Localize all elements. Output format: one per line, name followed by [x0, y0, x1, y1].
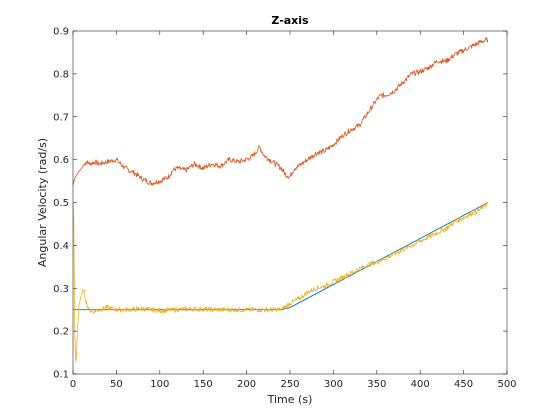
y-axis-ticks: 0.1 0.2 0.3 0.4 0.5 0.6 0.7 0.8 0.9: [53, 27, 507, 381]
x-tick-label: 150: [194, 379, 213, 390]
series-layer: [72, 37, 489, 362]
y-tick-label: 0.5: [53, 198, 69, 209]
series-line-2: [72, 202, 489, 362]
x-axis-ticks: 0 50 100 150 200 250 300 350 400 450 500: [70, 31, 517, 390]
x-tick-label: 50: [110, 379, 123, 390]
y-tick-label: 0.3: [53, 284, 69, 295]
x-tick-label: 350: [367, 379, 386, 390]
y-tick-label: 0.1: [53, 370, 69, 381]
y-tick-label: 0.6: [53, 155, 69, 166]
x-tick-label: 250: [280, 379, 299, 390]
y-tick-label: 0.4: [53, 241, 69, 252]
y-tick-label: 0.7: [53, 112, 69, 123]
chart-title: Z-axis: [271, 14, 309, 27]
y-axis-label: Angular Velocity (rad/s): [36, 138, 49, 267]
x-tick-label: 450: [454, 379, 473, 390]
x-tick-label: 500: [497, 379, 516, 390]
x-axis-label: Time (s): [267, 393, 313, 406]
x-tick-label: 0: [70, 379, 76, 390]
x-tick-label: 400: [411, 379, 430, 390]
x-tick-label: 300: [324, 379, 343, 390]
y-tick-label: 0.2: [53, 327, 69, 338]
y-tick-label: 0.9: [53, 27, 69, 38]
x-tick-label: 100: [150, 379, 169, 390]
series-line-1: [72, 37, 489, 186]
x-tick-label: 200: [237, 379, 256, 390]
y-tick-label: 0.8: [53, 69, 69, 80]
plot-area: [73, 31, 507, 374]
